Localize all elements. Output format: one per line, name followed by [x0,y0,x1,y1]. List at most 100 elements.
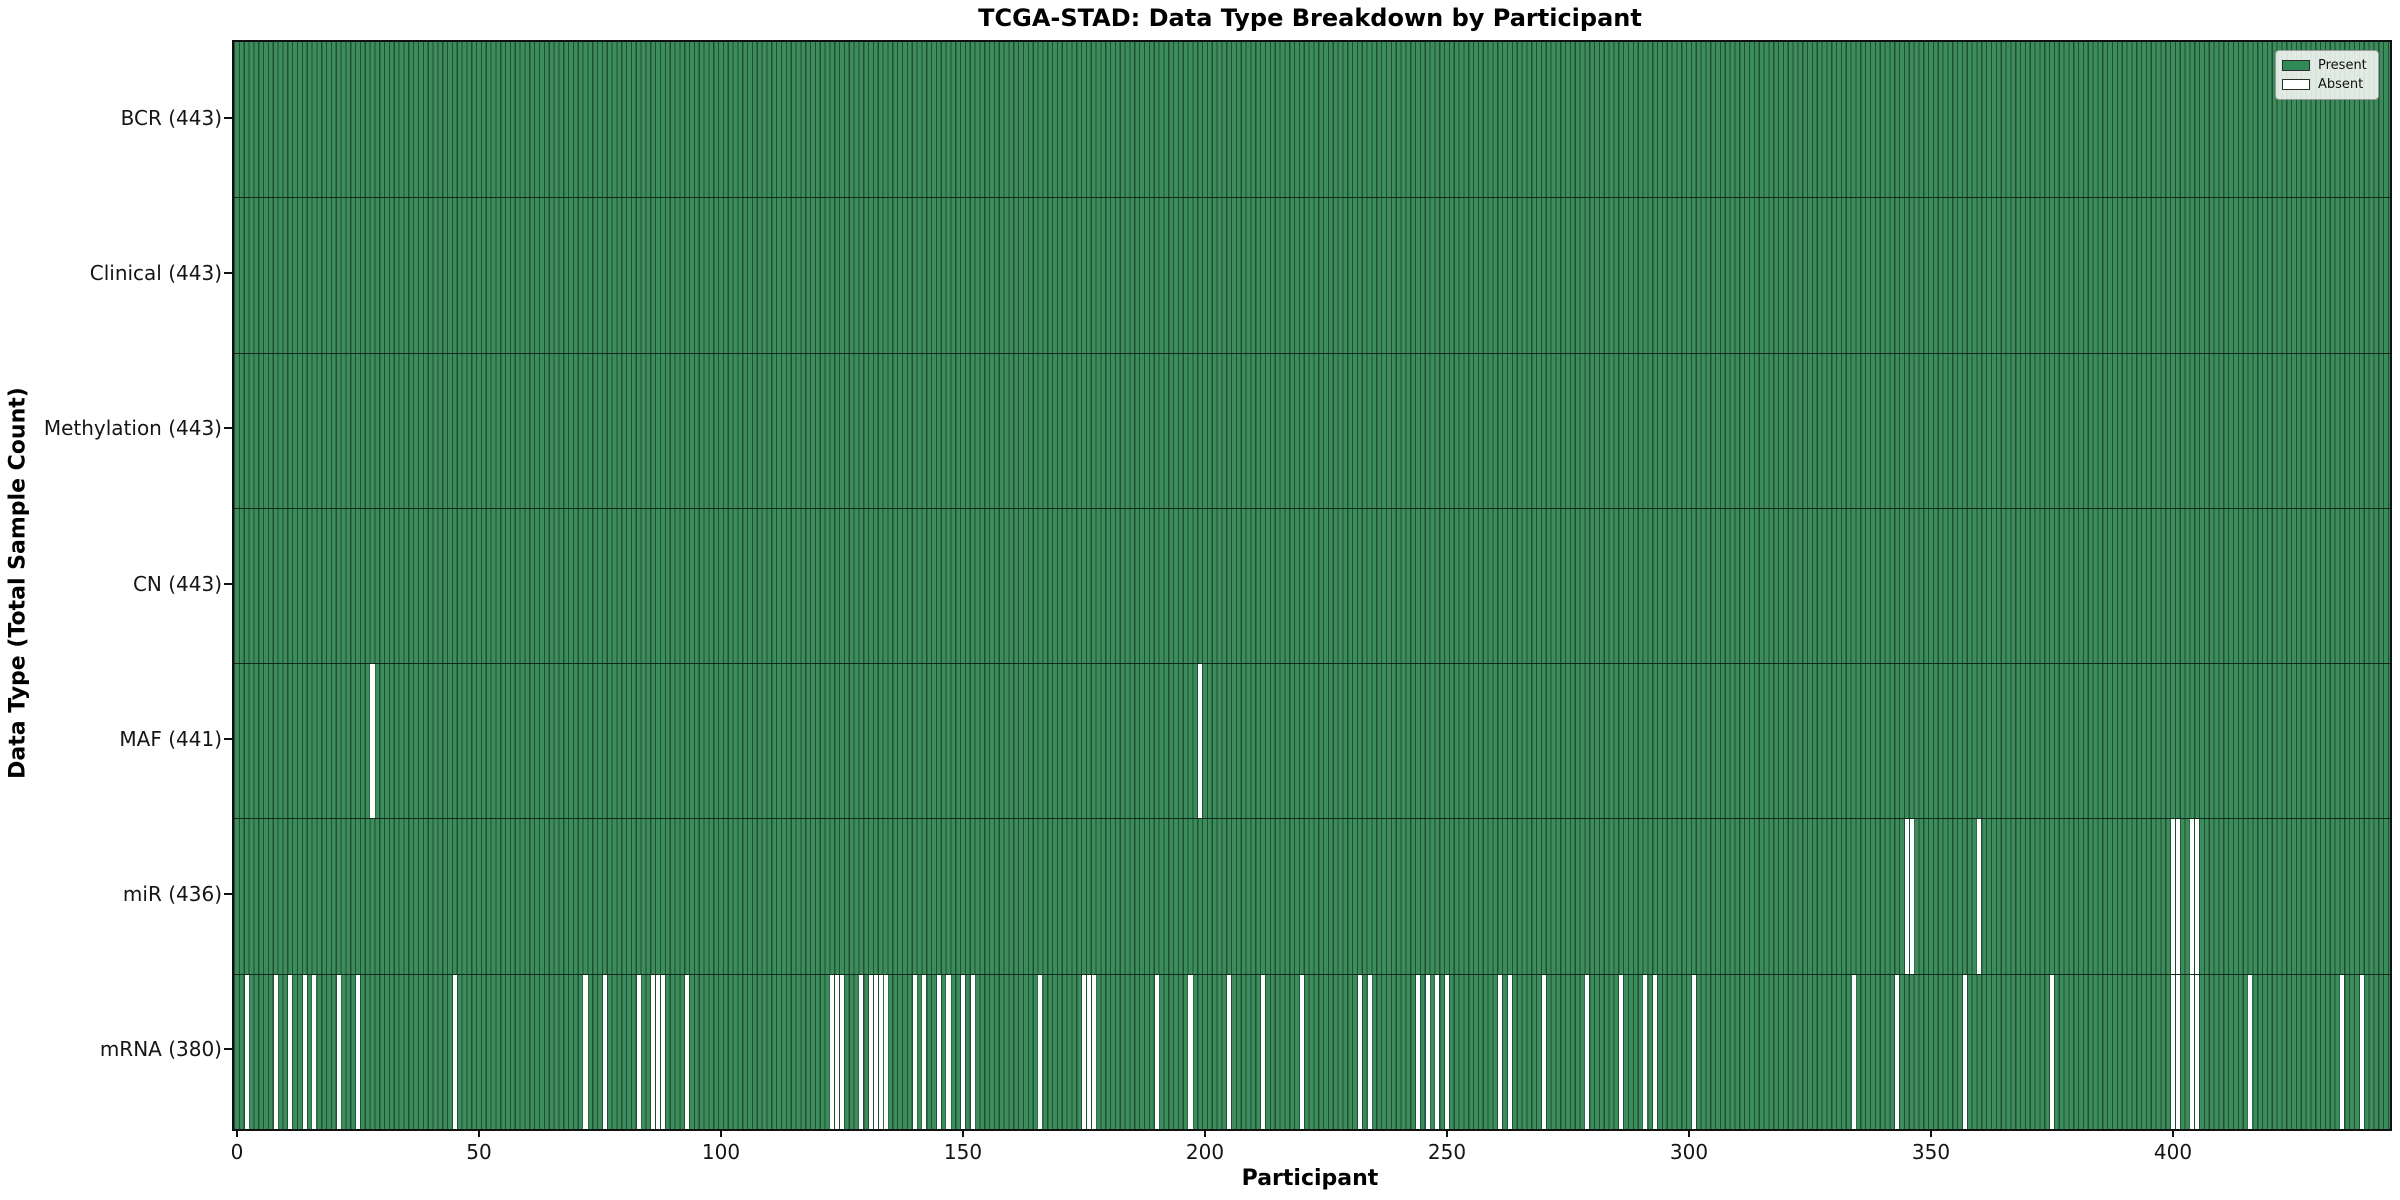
absent-gap [1415,974,1420,1129]
absent-gap [1357,974,1362,1129]
absent-gap [1425,974,1430,1129]
ytick-label-mRNA: mRNA (380) [99,1037,222,1062]
absent-gap [1367,974,1372,1129]
absent-gap [1904,819,1909,974]
absent-gap [960,974,966,1129]
absent-gap [1851,974,1856,1129]
absent-gap [1691,974,1696,1129]
ytick-label-MAF: MAF (441) [119,726,222,751]
legend: Present Absent [2275,50,2379,100]
absent-gap [1585,974,1590,1129]
absent-gap [1895,974,1900,1129]
absent-gap [1444,974,1450,1129]
heatmap-row-Methylation [234,352,2390,508]
chart-title: TCGA-STAD: Data Type Breakdown by Partic… [978,4,1642,32]
present-swatch-icon [2282,59,2310,71]
absent-gap [660,974,665,1129]
absent-gap [2359,974,2364,1129]
absent-gap [2248,974,2253,1129]
ytick-label-Methylation: Methylation (443) [43,416,222,441]
legend-label-present: Present [2318,57,2367,73]
absent-gap [355,974,361,1129]
absent-gap [2170,974,2176,1129]
absent-gap [1977,819,1982,974]
xtick-mark [2172,1129,2174,1137]
absent-gap [1507,974,1512,1129]
xtick-label-100: 100 [701,1140,741,1164]
xtick-label-250: 250 [1427,1140,1467,1164]
xtick-label-50: 50 [466,1140,492,1164]
absent-gap [883,974,888,1129]
xtick-mark [478,1129,480,1137]
xtick-label-150: 150 [943,1140,983,1164]
absent-gap [1299,974,1304,1129]
absent-gap [922,974,927,1129]
heatmap-row-MAF [234,663,2390,819]
absent-gap [2190,819,2195,974]
x-axis-label: Participant [1241,1166,1379,1191]
heatmap-row-mRNA [234,973,2390,1129]
absent-gap [1091,974,1096,1129]
ytick-label-BCR: BCR (443) [120,105,222,130]
absent-gap [2195,974,2200,1129]
xtick-label-350: 350 [1911,1140,1951,1164]
absent-swatch-icon [2282,79,2310,91]
y-axis-label-container: Data Type (Total Sample Count) [0,0,36,1200]
absent-gap [1154,974,1159,1129]
absent-gap [244,974,249,1129]
xtick-mark [1688,1129,1690,1137]
absent-gap [868,974,874,1129]
absent-gap [839,974,845,1129]
absent-gap [656,974,661,1129]
xtick-label-400: 400 [2153,1140,2193,1164]
heatmap-row-Clinical [234,197,2390,353]
absent-gap [1909,819,1914,974]
absent-gap [2175,974,2180,1129]
absent-gap [946,974,951,1129]
xtick-mark [1446,1129,1448,1137]
absent-gap [970,974,975,1129]
absent-gap [370,664,375,819]
absent-gap [878,974,883,1129]
absent-gap [1188,974,1193,1129]
heatmap-row-CN [234,507,2390,664]
absent-gap [2195,819,2200,974]
absent-gap [452,974,457,1129]
xtick-mark [720,1129,722,1137]
absent-gap [651,974,656,1129]
absent-gap [1198,664,1203,819]
legend-entry-absent: Absent [2282,77,2372,92]
ytick-mark [224,893,232,896]
absent-gap [288,974,293,1129]
ytick-label-miR: miR (436) [122,882,222,907]
xtick-mark [1930,1129,1932,1137]
absent-gap [859,974,864,1129]
absent-gap [312,974,317,1129]
absent-gap [602,974,607,1129]
absent-gap [336,974,341,1129]
ytick-mark [224,582,232,585]
absent-gap [1086,974,1091,1129]
xtick-label-0: 0 [230,1140,244,1164]
absent-gap [1081,974,1087,1129]
absent-gap [1643,974,1648,1129]
absent-gap [1261,974,1266,1129]
xtick-mark [962,1129,964,1137]
ytick-label-Clinical: Clinical (443) [89,260,222,285]
ytick-mark [224,737,232,740]
absent-gap [2190,974,2195,1129]
absent-gap [1962,974,1967,1129]
absent-gap [873,974,878,1129]
plot-area: Present Absent [232,40,2392,1131]
absent-gap [302,974,307,1129]
absent-gap [1038,974,1043,1129]
ytick-label-CN: CN (443) [132,571,222,596]
legend-label-absent: Absent [2318,77,2364,93]
absent-gap [2049,974,2055,1129]
xtick-label-300: 300 [1669,1140,1709,1164]
absent-gap [830,974,835,1129]
xtick-mark [1204,1129,1206,1137]
absent-gap [1653,974,1658,1129]
legend-entry-present: Present [2282,58,2372,73]
absent-gap [835,974,840,1129]
